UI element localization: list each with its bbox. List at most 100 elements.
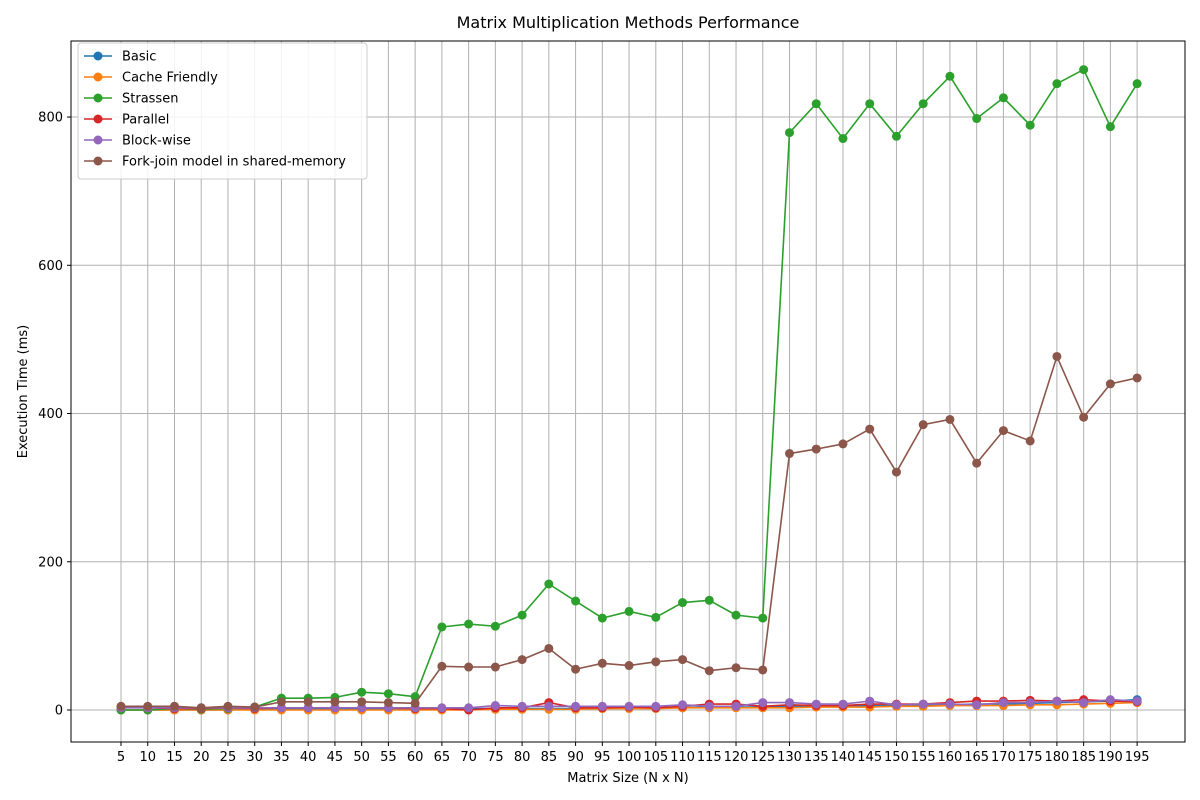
data-point (731, 663, 741, 673)
data-point (116, 701, 126, 711)
data-point (785, 698, 794, 708)
data-point (945, 71, 955, 81)
data-point (704, 666, 714, 676)
data-point (357, 697, 367, 707)
series-fork-join-model-in-shared-memory (116, 351, 1142, 713)
x-tick-label: 160 (938, 750, 963, 765)
data-point (1132, 79, 1142, 89)
data-point (731, 610, 741, 620)
data-point (223, 701, 233, 711)
data-point (945, 699, 955, 709)
x-tick-label: 175 (1018, 750, 1043, 765)
data-point (998, 698, 1008, 708)
data-point (517, 701, 527, 711)
data-point (624, 661, 634, 671)
legend-box (77, 42, 368, 180)
data-point (624, 701, 634, 711)
x-tick-label: 120 (724, 750, 749, 765)
x-tick-label: 30 (246, 750, 263, 765)
data-point (143, 701, 153, 711)
x-tick-label: 140 (831, 750, 856, 765)
y-tick-label: 200 (38, 555, 63, 570)
data-point (704, 701, 714, 711)
legend-marker (93, 51, 103, 61)
data-point (330, 697, 340, 707)
data-point (464, 703, 474, 713)
axis-layer: 5 10 15 20 25 30 35 40 45 50 55 60 65 70 75 80 85 90 95 100… (38, 111, 1149, 765)
x-tick-label: 110 (670, 750, 695, 765)
data-point (678, 655, 688, 665)
data-point (918, 99, 928, 109)
data-point (383, 689, 393, 699)
series-layer (116, 65, 1142, 715)
legend: Basic Cache Friendly Strassen Parallel Block… (77, 42, 368, 180)
x-axis-label: Matrix Size (N x N) (567, 771, 688, 786)
data-point (597, 701, 607, 711)
data-point (651, 701, 661, 711)
chart-title: Matrix Multiplication Methods Performanc… (457, 13, 800, 32)
data-point (544, 579, 554, 589)
x-tick-label: 55 (380, 750, 397, 765)
data-point (998, 426, 1008, 436)
data-point (838, 699, 848, 709)
data-point (571, 664, 581, 674)
legend-label: Block-wise (122, 134, 191, 149)
data-point (1052, 79, 1062, 89)
data-point (437, 622, 447, 632)
data-point (1105, 122, 1115, 132)
x-tick-label: 135 (804, 750, 829, 765)
data-point (383, 698, 393, 708)
data-point (544, 701, 554, 711)
data-point (597, 658, 607, 668)
data-point (250, 702, 260, 712)
legend-marker (93, 72, 103, 82)
data-point (437, 661, 447, 671)
x-tick-label: 35 (273, 750, 290, 765)
y-axis-label: Execution Time (ms) (16, 325, 31, 458)
legend-marker (93, 156, 103, 166)
data-point (490, 701, 500, 711)
data-point (891, 467, 901, 477)
x-tick-label: 85 (541, 750, 558, 765)
x-tick-label: 75 (487, 750, 504, 765)
data-point (758, 698, 768, 708)
data-point (597, 613, 607, 623)
data-point (651, 657, 661, 667)
x-tick-label: 100 (617, 750, 642, 765)
data-point (517, 610, 527, 620)
data-point (731, 701, 741, 711)
legend-marker (93, 93, 103, 103)
data-point (1132, 696, 1142, 706)
data-point (196, 703, 206, 713)
data-point (571, 596, 581, 606)
data-point (758, 613, 768, 623)
x-tick-label: 10 (139, 750, 156, 765)
x-tick-label: 50 (353, 750, 370, 765)
data-point (1079, 65, 1089, 75)
data-point (1025, 436, 1035, 446)
data-point (918, 420, 928, 430)
x-tick-label: 15 (166, 750, 183, 765)
data-point (169, 701, 179, 711)
x-tick-label: 185 (1071, 750, 1096, 765)
data-point (811, 444, 821, 454)
y-tick-label: 600 (38, 259, 63, 274)
x-tick-label: 190 (1098, 750, 1123, 765)
x-tick-label: 95 (594, 750, 611, 765)
x-tick-label: 45 (327, 750, 344, 765)
x-tick-label: 125 (750, 750, 775, 765)
data-point (464, 662, 474, 672)
data-point (838, 439, 848, 449)
x-tick-label: 145 (857, 750, 882, 765)
legend-item: Block-wise (84, 134, 191, 149)
data-point (571, 701, 581, 711)
data-point (651, 612, 661, 622)
data-point (785, 449, 794, 459)
data-point (464, 619, 474, 629)
x-tick-label: 170 (991, 750, 1016, 765)
x-tick-label: 115 (697, 750, 722, 765)
x-tick-label: 60 (407, 750, 424, 765)
data-point (811, 99, 821, 109)
legend-label: Basic (122, 50, 156, 65)
